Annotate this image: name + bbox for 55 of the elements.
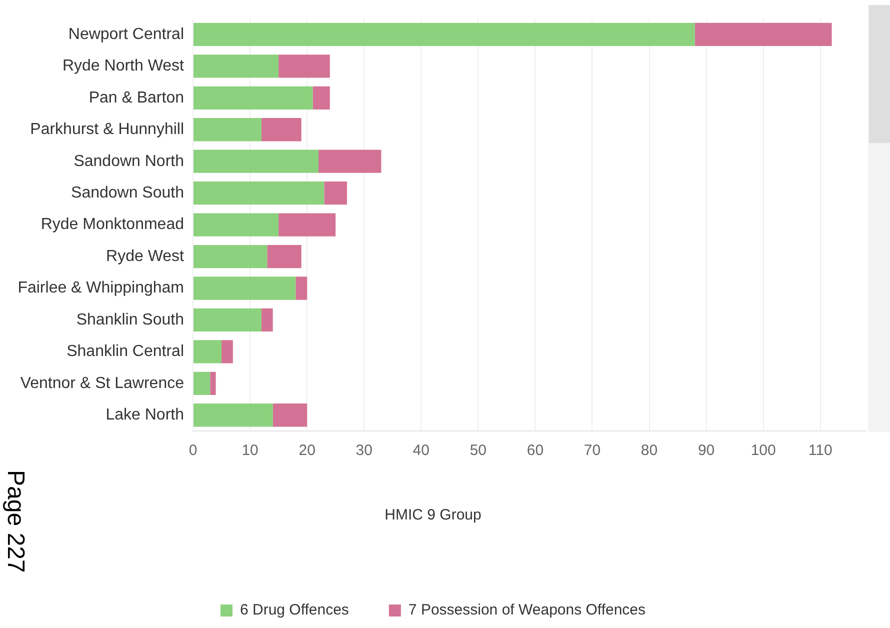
x-tick-label: 70	[584, 442, 601, 460]
y-tick-label: Pan & Barton	[88, 89, 184, 106]
bar	[278, 54, 330, 78]
bar	[312, 86, 330, 110]
legend-label: 7 Possession of Weapons Offences	[408, 602, 646, 619]
bar	[194, 150, 318, 173]
bar	[194, 372, 210, 395]
y-tick-label: Fairlee & Whippingham	[18, 280, 184, 297]
bar	[261, 118, 302, 142]
y-tick-label: Ryde North West	[62, 58, 185, 75]
legend-label: 6 Drug Offences	[240, 602, 349, 619]
y-tick-label: Ryde Monktonmead	[40, 216, 184, 234]
bar	[318, 150, 382, 173]
x-tick-label: 40	[412, 442, 430, 460]
bar	[194, 213, 279, 236]
y-tick-label: Ryde West	[106, 248, 185, 265]
bar	[194, 404, 273, 427]
bar	[296, 276, 308, 300]
bar	[222, 340, 233, 364]
bar	[194, 182, 324, 205]
x-tick-label: 30	[356, 442, 372, 460]
y-tick-label: Ventnor & St Lawrence	[20, 374, 184, 392]
y-tick-label: Newport Central	[68, 26, 184, 43]
x-tick-label: 90	[698, 442, 715, 460]
x-tick-label: 50	[470, 442, 487, 460]
y-tick-label: Shanklin South	[76, 311, 184, 328]
x-tick-label: 0	[188, 442, 198, 460]
y-tick-label: Lake North	[106, 406, 184, 424]
bar	[261, 308, 273, 332]
bar	[278, 213, 336, 236]
x-tick-label: 10	[242, 442, 258, 460]
bar	[267, 244, 302, 268]
y-tick-label: Sandown South	[71, 184, 184, 202]
bar	[210, 372, 216, 395]
text: Page 227	[2, 470, 29, 573]
bar	[194, 340, 222, 364]
bar	[194, 276, 296, 300]
y-tick-label: Parkhurst & Hunnyhill	[30, 121, 184, 138]
bar	[694, 22, 832, 46]
x-tick-label: 110	[808, 442, 832, 460]
x-tick-label: 80	[640, 442, 658, 460]
x-tick-label: 20	[298, 442, 316, 460]
x-tick-label: 100	[750, 442, 776, 460]
y-tick-label: Shanklin Central	[66, 343, 184, 360]
bar	[272, 404, 308, 427]
bar	[194, 22, 695, 46]
x-tick-label: 60	[526, 442, 544, 460]
bar	[194, 244, 268, 268]
bar	[194, 54, 279, 78]
legend-title: HMIC 9 Group	[384, 506, 482, 524]
bar	[194, 308, 262, 332]
bar	[194, 118, 262, 142]
y-tick-label: Sandown North	[74, 152, 184, 170]
bar	[324, 182, 347, 205]
bar	[194, 86, 313, 110]
